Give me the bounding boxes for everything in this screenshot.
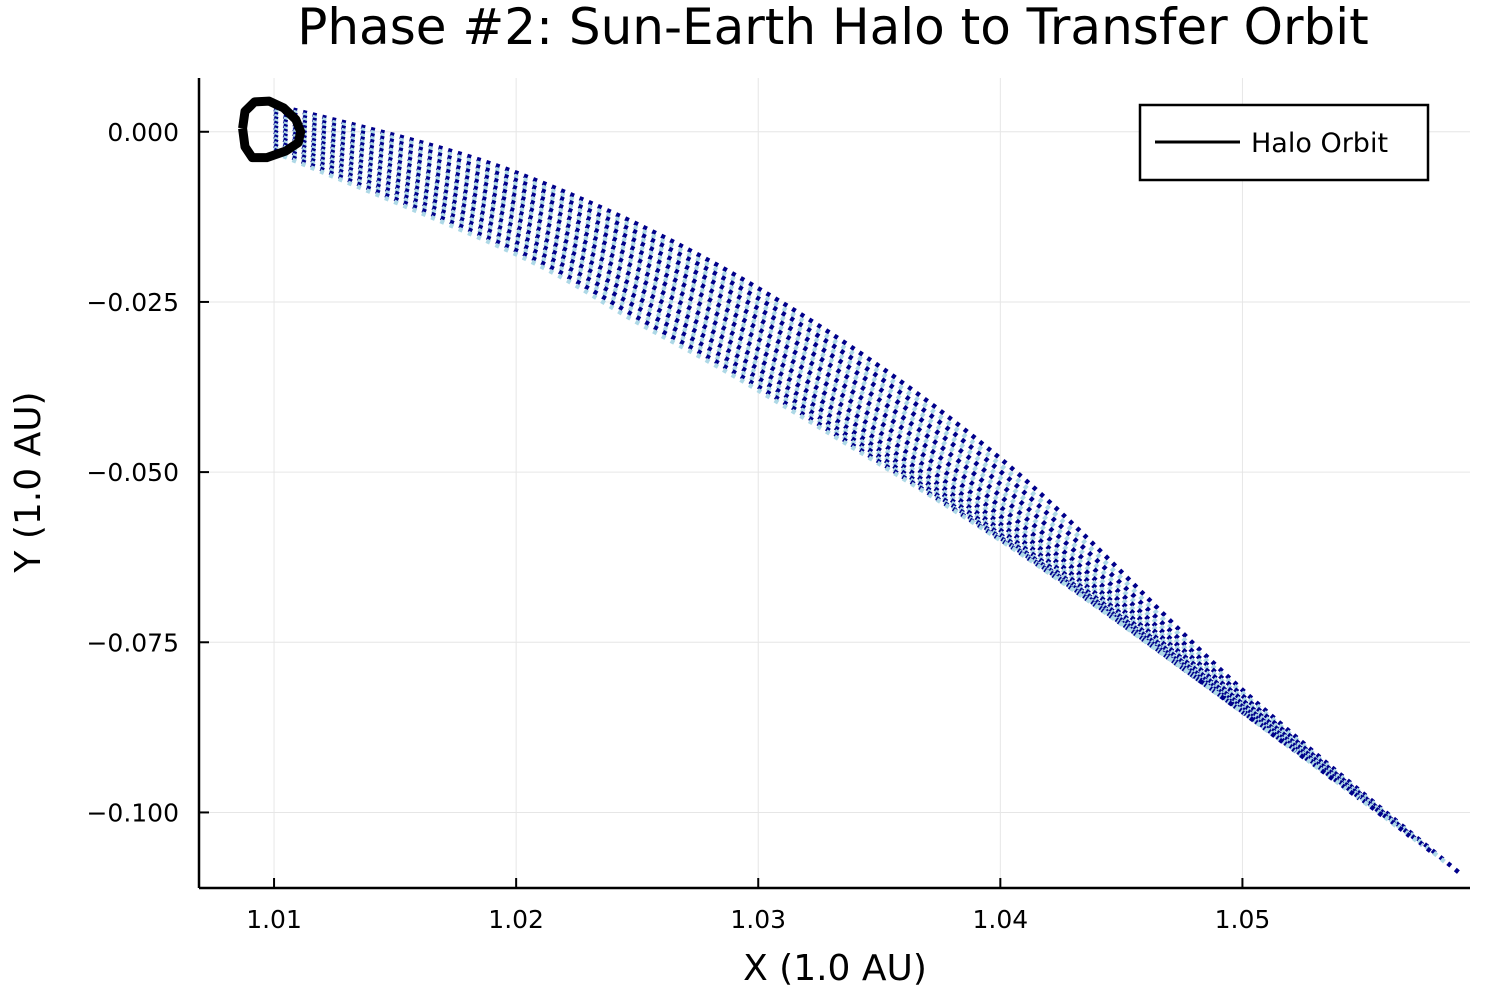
legend: Halo Orbit <box>1138 103 1430 182</box>
x-tick-label-1: 1.02 <box>488 905 544 934</box>
chart-title: Phase #2: Sun-Earth Halo to Transfer Orb… <box>297 0 1369 56</box>
halo-orbit-series <box>238 96 306 163</box>
y-tick-label-0: 0.000 <box>107 118 179 147</box>
y-tick-label-4: −0.100 <box>86 798 179 827</box>
transfer-trajectory-21 <box>273 150 1196 679</box>
grid <box>199 78 1470 888</box>
halo-orbit-line <box>238 96 306 163</box>
transfer-trajectory-9 <box>273 122 1348 791</box>
legend-label-halo-orbit: Halo Orbit <box>1251 128 1388 159</box>
transfer-trajectory-20 <box>273 147 1208 688</box>
transfer-trajectory-17 <box>273 141 1247 716</box>
transfer-trajectory-5 <box>273 113 1399 829</box>
transfer-trajectory-12 <box>273 129 1310 763</box>
y-tick-labels: 0.000 −0.025 −0.050 −0.075 −0.100 <box>86 118 179 828</box>
transfer-trajectory-7 <box>273 118 1373 810</box>
x-tick-label-3: 1.04 <box>972 905 1028 934</box>
transfer-trajectory-19 <box>273 145 1221 697</box>
x-tick-label-2: 1.03 <box>730 905 786 934</box>
y-tick-label-3: −0.075 <box>86 628 179 657</box>
transfer-trajectory-8 <box>273 120 1361 801</box>
transfer-trajectory-6 <box>273 116 1386 820</box>
y-tick-label-1: −0.025 <box>86 288 179 317</box>
transfer-trajectory-16 <box>273 138 1259 726</box>
x-tick-labels: 1.01 1.02 1.03 1.04 1.05 <box>246 905 1270 934</box>
transfer-trajectory-2 <box>273 106 1437 857</box>
y-axis-label: Y (1.0 AU) <box>8 391 49 573</box>
x-tick-label-4: 1.05 <box>1215 905 1271 934</box>
transfer-trajectory-13 <box>273 131 1297 754</box>
axes <box>197 78 1470 890</box>
transfer-trajectory-18 <box>273 143 1234 707</box>
y-tick-label-2: −0.050 <box>86 458 179 487</box>
transfer-trajectory-3 <box>273 109 1424 848</box>
x-axis-label: X (1.0 AU) <box>743 948 927 989</box>
transfer-trajectory-15 <box>273 136 1272 735</box>
transfer-trajectory-10 <box>273 125 1335 782</box>
transfer-trajectory-11 <box>273 127 1323 773</box>
x-tick-label-0: 1.01 <box>246 905 302 934</box>
transfer-trajectories <box>273 102 1462 876</box>
transfer-trajectory-14 <box>273 134 1285 744</box>
